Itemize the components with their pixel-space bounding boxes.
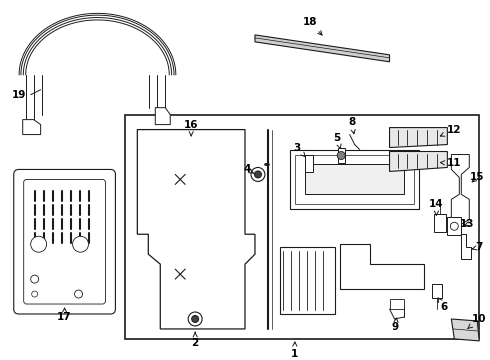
Circle shape bbox=[73, 236, 89, 252]
Text: 13: 13 bbox=[460, 219, 474, 229]
Bar bbox=[447, 217, 461, 235]
FancyBboxPatch shape bbox=[24, 179, 105, 304]
Polygon shape bbox=[340, 244, 424, 289]
Bar bbox=[305, 165, 404, 194]
Text: 17: 17 bbox=[57, 308, 72, 322]
Text: 7: 7 bbox=[472, 242, 483, 252]
Circle shape bbox=[188, 312, 202, 326]
Bar bbox=[305, 154, 313, 172]
Polygon shape bbox=[390, 127, 447, 148]
Text: 2: 2 bbox=[192, 332, 199, 348]
FancyBboxPatch shape bbox=[14, 170, 116, 314]
Bar bbox=[432, 284, 442, 298]
Polygon shape bbox=[390, 152, 447, 171]
Polygon shape bbox=[280, 247, 335, 314]
Polygon shape bbox=[451, 154, 469, 224]
Text: 10: 10 bbox=[468, 314, 487, 329]
Text: 18: 18 bbox=[302, 17, 322, 35]
Text: 19: 19 bbox=[12, 90, 26, 100]
Text: 9: 9 bbox=[392, 318, 399, 332]
Polygon shape bbox=[255, 130, 440, 329]
Text: 11: 11 bbox=[441, 158, 462, 168]
Bar bbox=[125, 114, 479, 339]
Text: 4: 4 bbox=[244, 165, 253, 175]
Bar bbox=[338, 148, 344, 163]
Polygon shape bbox=[461, 234, 471, 259]
Circle shape bbox=[450, 222, 458, 230]
Text: 12: 12 bbox=[441, 125, 462, 136]
Circle shape bbox=[74, 290, 82, 298]
Text: 8: 8 bbox=[348, 117, 355, 134]
Bar bbox=[435, 214, 446, 232]
Circle shape bbox=[192, 315, 198, 323]
Circle shape bbox=[31, 236, 47, 252]
Bar bbox=[290, 149, 419, 209]
Polygon shape bbox=[255, 35, 390, 62]
Text: 14: 14 bbox=[429, 199, 444, 215]
Text: 6: 6 bbox=[438, 298, 448, 312]
Bar bbox=[390, 299, 404, 309]
Text: 3: 3 bbox=[293, 143, 305, 157]
Text: 15: 15 bbox=[470, 172, 485, 183]
Polygon shape bbox=[137, 130, 255, 329]
Text: 16: 16 bbox=[184, 120, 198, 136]
Polygon shape bbox=[155, 108, 170, 125]
Bar bbox=[295, 154, 415, 204]
Polygon shape bbox=[451, 319, 479, 341]
Circle shape bbox=[254, 171, 262, 178]
Text: 5: 5 bbox=[333, 132, 341, 149]
Text: 1: 1 bbox=[291, 342, 298, 359]
Circle shape bbox=[251, 167, 265, 181]
Circle shape bbox=[337, 152, 345, 159]
Circle shape bbox=[32, 291, 38, 297]
Polygon shape bbox=[23, 120, 41, 135]
Circle shape bbox=[31, 275, 39, 283]
